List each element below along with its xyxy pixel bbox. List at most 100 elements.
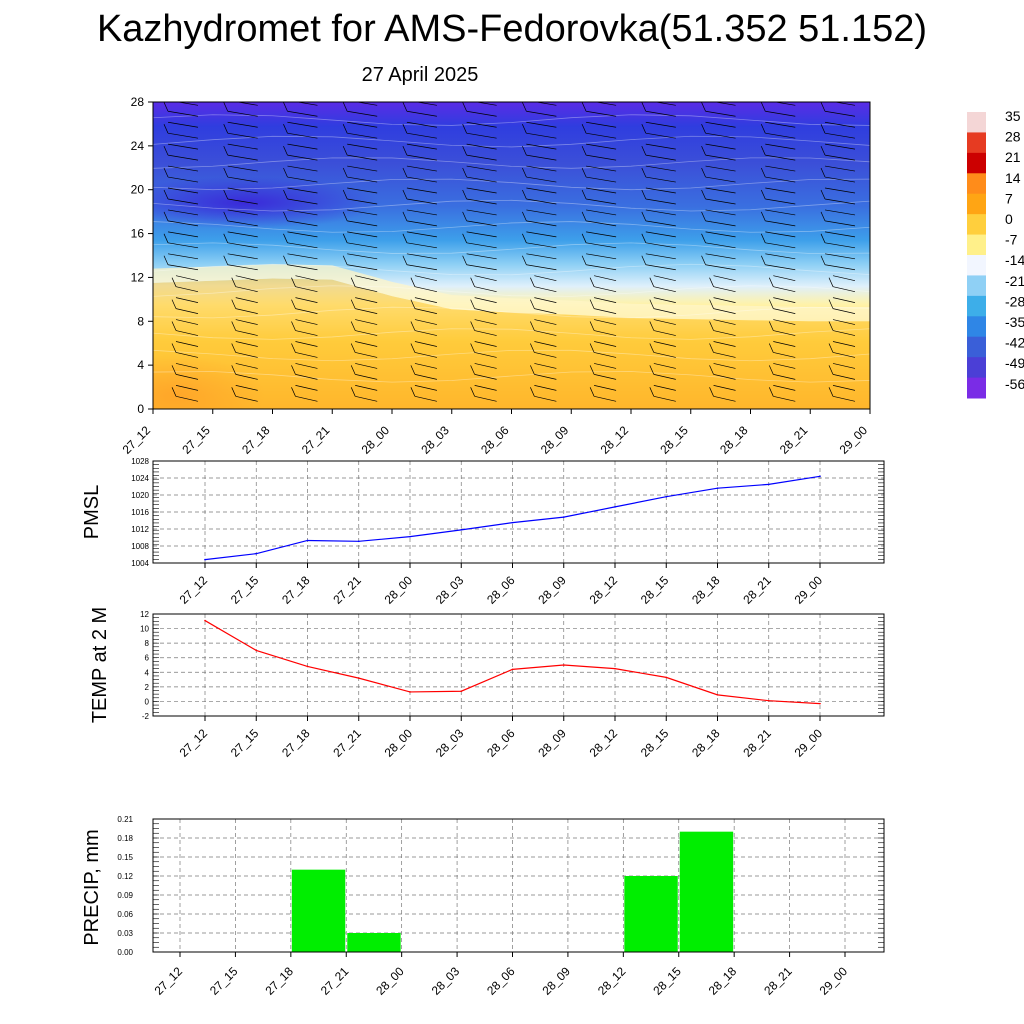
wind-barb — [773, 286, 796, 293]
wind-barb — [414, 352, 437, 358]
wind-barb — [235, 352, 258, 358]
wind-barb — [295, 308, 318, 314]
x-tick-label: 28_06 — [484, 964, 518, 998]
x-tick-label: 28_09 — [535, 726, 569, 760]
wind-barb — [534, 363, 557, 369]
wind-barb — [773, 102, 796, 106]
data-point — [306, 539, 309, 542]
plot-frame — [152, 613, 885, 717]
wind-barb — [235, 385, 258, 391]
x-tick-label: 28_15 — [650, 964, 684, 998]
wind-barb — [773, 374, 796, 380]
wind-barb-flag — [231, 321, 237, 331]
x-tick-label: 28_03 — [429, 964, 463, 998]
x-tick-label: 27_15 — [179, 423, 213, 457]
wind-barb — [295, 286, 318, 293]
y-tick-label: 6 — [145, 654, 150, 663]
wind-barb-flag — [410, 299, 416, 309]
data-point — [614, 506, 616, 508]
x-tick-label: 28_00 — [382, 726, 416, 760]
data-point — [460, 529, 463, 531]
wind-barb — [765, 154, 796, 161]
chart-title: Kazhydromet for AMS-Fedorovka(51.352 51.… — [96, 8, 928, 50]
wind-barb — [653, 319, 676, 325]
wind-barb — [653, 385, 676, 391]
colorbar-label: 21 — [1005, 149, 1021, 165]
wind-barb-flag — [530, 365, 535, 375]
wind-barb — [167, 198, 199, 205]
x-tick-label: 28_03 — [418, 423, 452, 457]
wind-barb-flag — [641, 124, 647, 134]
wind-barb — [713, 363, 736, 369]
x-tick-label: 27_12 — [120, 423, 154, 457]
wind-barb — [773, 385, 796, 391]
wind-barb-flag — [828, 277, 834, 287]
wind-barb — [414, 395, 437, 402]
colorbar-label: -42 — [1005, 335, 1024, 351]
y-tick-label: 4 — [137, 358, 144, 372]
x-tick-label: 29_00 — [817, 964, 851, 998]
wind-barb — [227, 264, 258, 271]
wind-barb — [765, 143, 796, 150]
wind-barb-flag — [163, 189, 169, 200]
wind-barb — [832, 297, 856, 303]
wind-barb — [773, 352, 796, 358]
data-point — [204, 619, 206, 622]
wind-barb-flag — [701, 102, 706, 112]
wind-barb — [355, 341, 378, 347]
wind-barb — [705, 264, 736, 271]
wind-barb-flag — [350, 365, 356, 375]
wind-barb — [414, 363, 437, 369]
wind-barb — [526, 154, 557, 161]
wind-barb-flag — [820, 145, 826, 156]
wind-barb — [713, 319, 736, 325]
wind-barb — [526, 176, 557, 183]
y-tick-label: 2 — [145, 683, 150, 692]
wind-barb-flag — [350, 343, 356, 353]
contour-line — [153, 135, 870, 148]
contour-line — [153, 199, 870, 212]
wind-barb — [414, 385, 437, 391]
colorbar: 35 28 21 14 7 0 -7 -14 -21 -28 -35 -42 -49 -56 — [967, 108, 1024, 399]
wind-barb-flag — [291, 343, 296, 353]
y-tick-label: 0 — [145, 697, 150, 706]
x-tick-label: 28_15 — [638, 726, 672, 760]
y-tick-label: 12 — [131, 270, 145, 284]
wind-barb — [235, 330, 258, 336]
data-point — [511, 521, 514, 524]
wind-barb-flag — [820, 124, 826, 134]
data-point — [306, 665, 309, 668]
data-point — [819, 475, 821, 478]
colorbar-label: -28 — [1005, 293, 1024, 309]
wind-barb — [534, 330, 557, 336]
wind-barb-flag — [709, 321, 714, 331]
data-point — [767, 699, 770, 702]
wind-barb — [287, 187, 318, 194]
freezing-band — [153, 264, 870, 322]
wind-barb-flag — [581, 124, 587, 134]
wind-barb — [586, 165, 617, 172]
wind-barb — [594, 319, 617, 325]
wind-barb — [355, 308, 378, 314]
wind-barb — [765, 187, 796, 194]
y-tick-label: 0.12 — [117, 872, 133, 881]
wind-barb — [175, 286, 199, 293]
wind-barb — [227, 176, 258, 183]
wind-barb — [227, 165, 258, 172]
wind-barb — [466, 110, 497, 117]
wind-barb — [832, 330, 856, 336]
wind-barb-flag — [171, 343, 177, 353]
data-point — [562, 664, 565, 666]
wind-barb — [594, 374, 617, 380]
wind-barb — [167, 209, 199, 216]
wind-barb — [653, 275, 676, 282]
wind-barb — [586, 242, 617, 249]
colorbar-swatch — [967, 193, 986, 215]
wind-barb — [347, 143, 378, 150]
wind-barb-flag — [410, 365, 416, 375]
y-tick-label: 20 — [131, 183, 145, 197]
wind-barb — [586, 187, 617, 194]
wind-barb-flag — [171, 277, 177, 287]
wind-barb-flag — [709, 387, 714, 397]
y-tick-label: 1016 — [131, 508, 149, 517]
